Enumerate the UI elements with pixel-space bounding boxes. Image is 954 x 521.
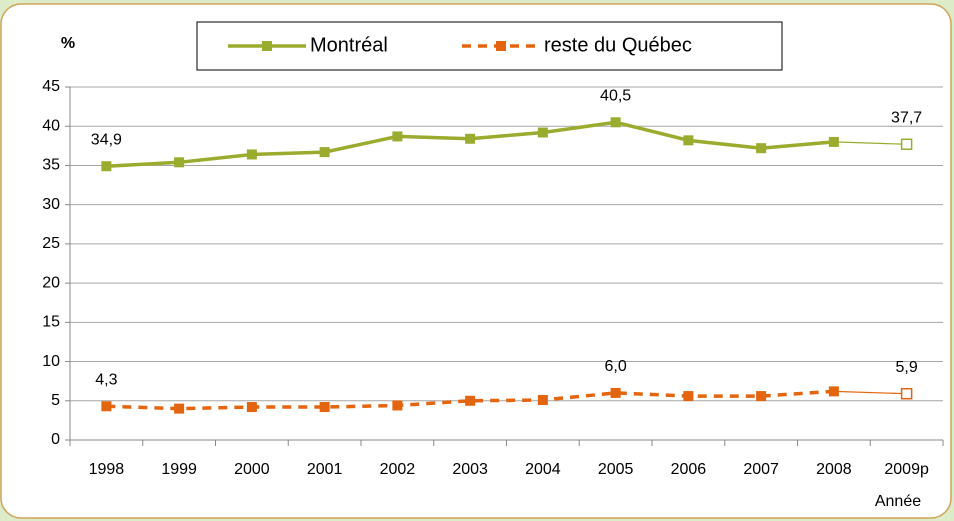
data-label: 40,5 [600,88,631,105]
x-tick-label: 2009p [884,461,929,478]
point [537,127,548,138]
point [319,147,330,158]
legend-label: reste du Québec [544,34,692,56]
y-tick-label: 35 [42,157,60,174]
x-tick-label: 2004 [525,461,561,478]
x-tick-label: 2002 [380,461,416,478]
y-tick-label: 5 [51,392,60,409]
y-tick-label: 15 [42,314,60,331]
point [900,387,913,400]
x-tick-label: 1998 [89,461,125,478]
x-tick-label: 2003 [452,461,488,478]
y-tick-label: 40 [42,117,60,134]
x-tick-label: 1999 [161,461,197,478]
x-tick-label: 2006 [671,461,707,478]
point [101,161,112,172]
x-tick-label: 2001 [307,461,343,478]
point [392,131,403,142]
data-label: 4,3 [95,371,117,388]
y-tick-label: 30 [42,196,60,213]
chart-frame [0,3,952,519]
point [465,133,476,144]
data-label: 5,9 [896,359,918,376]
data-label: 34,9 [91,131,122,148]
x-axis-label: Année [875,493,921,510]
legend-label: Montréal [310,34,388,56]
x-tick-label: 2008 [816,461,852,478]
point [900,138,913,151]
y-tick-label: 25 [42,235,60,252]
point [174,403,185,414]
y-tick-label: 10 [42,353,60,370]
point [392,400,403,411]
x-tick-label: 2007 [743,461,779,478]
legend-marker [262,41,272,51]
point [246,149,257,160]
point [610,387,621,398]
y-tick-label: 45 [42,78,60,95]
point [537,394,548,405]
point [828,386,839,397]
point [319,402,330,413]
x-tick-label: 2000 [234,461,270,478]
data-label: 6,0 [605,358,627,375]
legend-marker [496,41,506,51]
point [101,401,112,412]
y-tick-label: 0 [51,431,60,448]
point [683,391,694,402]
point [465,395,476,406]
y-tick-label: 20 [42,274,60,291]
data-label: 37,7 [891,109,922,126]
point [756,391,767,402]
x-tick-label: 2005 [598,461,634,478]
series-line-projection [833,390,907,395]
point [828,136,839,147]
point [683,135,694,146]
series-line-projection [833,141,907,145]
point [246,402,257,413]
point [174,157,185,168]
point [610,117,621,128]
y-axis-label: % [61,35,75,52]
point [756,143,767,154]
